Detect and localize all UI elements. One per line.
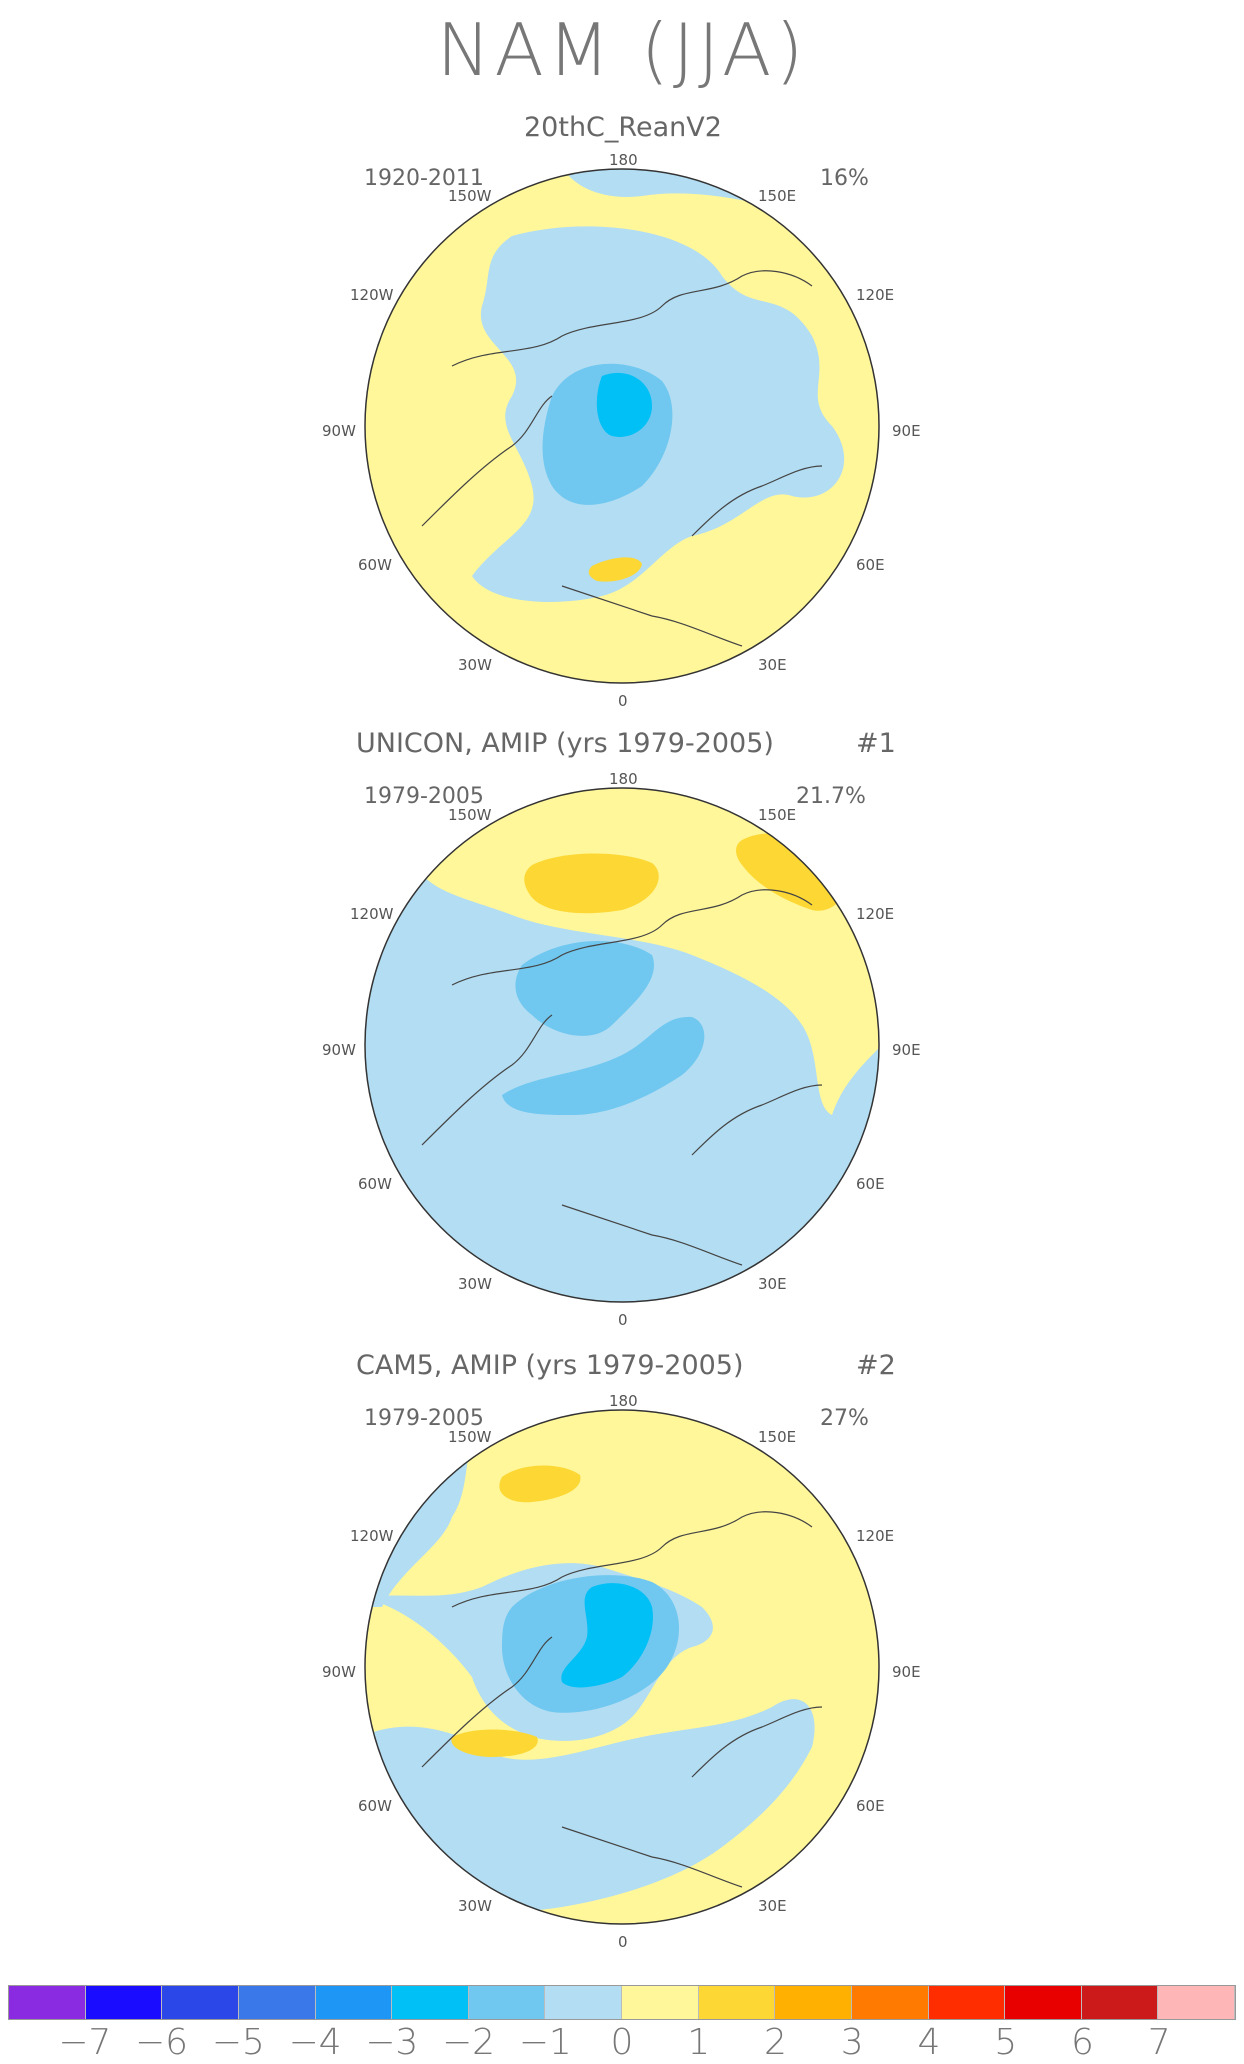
lon-label-30w: 30W [458, 656, 492, 674]
stronger-negative-region [515, 941, 654, 1036]
colorbar-swatch [851, 1986, 929, 2019]
colorbar-swatch [392, 1986, 469, 2019]
lon-label-150w: 150W [448, 806, 492, 824]
lon-label-90w: 90W [322, 1041, 356, 1059]
lon-label-0: 0 [618, 692, 628, 710]
colorbar-swatch [622, 1986, 699, 2019]
colorbar-tick-label: 1 [687, 2022, 711, 2063]
colorbar-tick-label: −2 [441, 2022, 496, 2063]
lon-label-60e: 60E [856, 556, 885, 574]
strong-positive-region [499, 1465, 581, 1503]
map-boundary [364, 1409, 880, 1925]
map-boundary [364, 168, 880, 684]
variance-label: 21.7% [796, 784, 866, 809]
colorbar-swatch [698, 1986, 776, 2019]
period-label: 1920-2011 [364, 166, 484, 191]
lon-label-180: 180 [609, 770, 638, 788]
colorbar-tick-label: −7 [58, 2022, 112, 2063]
lon-label-60w: 60W [358, 556, 392, 574]
lon-label-30w: 30W [458, 1275, 492, 1293]
colorbar-swatch [545, 1986, 622, 2019]
variance-label: 16% [820, 166, 869, 191]
colorbar-tick-label: 6 [1071, 2022, 1094, 2063]
colorbar-tick-label: 4 [917, 2022, 941, 2063]
lon-label-30e: 30E [758, 1275, 787, 1293]
colorbar-tick-label: 7 [1147, 2022, 1171, 2063]
lon-label-150e: 150E [758, 1428, 797, 1446]
panel-title: UNICON, AMIP (yrs 1979-2005) [356, 728, 774, 759]
colorbar [8, 1985, 1236, 2020]
coastlines [421, 1511, 823, 1888]
polar-map [364, 168, 880, 684]
stronger-negative-region [502, 1016, 705, 1115]
colorbar-swatch [468, 1986, 546, 2019]
lon-label-150e: 150E [758, 187, 797, 205]
strongest-negative-region [561, 1583, 653, 1688]
figure-title: NAM (JJA) [436, 8, 808, 92]
colorbar-tick-label: −5 [211, 2022, 265, 2063]
colorbar-swatch [1158, 1986, 1235, 2019]
lon-label-180: 180 [609, 1392, 638, 1410]
lon-label-30e: 30E [758, 656, 787, 674]
panel-number: #2 [856, 1350, 896, 1381]
colorbar-swatch [85, 1986, 163, 2019]
lon-label-150w: 150W [448, 1428, 492, 1446]
colorbar-swatch [9, 1986, 86, 2019]
colorbar-tick-label: 3 [840, 2022, 864, 2063]
coastlines [421, 889, 823, 1266]
lon-label-120w: 120W [350, 1527, 394, 1545]
panel-title: 20thC_ReanV2 [524, 112, 722, 143]
colorbar-tick-label: 5 [994, 2022, 1018, 2063]
lon-label-60w: 60W [358, 1175, 392, 1193]
lon-label-180: 180 [609, 151, 638, 169]
polar-map [364, 787, 880, 1303]
lon-label-120w: 120W [350, 905, 394, 923]
lon-label-90e: 90E [892, 1663, 921, 1681]
coastlines [421, 270, 823, 647]
colorbar-swatch [1081, 1986, 1159, 2019]
period-label: 1979-2005 [364, 1406, 484, 1431]
strong-positive-region [524, 853, 659, 914]
lon-label-90w: 90W [322, 422, 356, 440]
polar-map [364, 1409, 880, 1925]
lon-label-30e: 30E [758, 1897, 787, 1915]
lon-label-60e: 60E [856, 1797, 885, 1815]
lon-label-90e: 90E [892, 1041, 921, 1059]
lon-label-60e: 60E [856, 1175, 885, 1193]
positive-anomaly-region [588, 557, 642, 582]
lon-label-60w: 60W [358, 1797, 392, 1815]
colorbar-tick-label: −4 [288, 2022, 342, 2063]
lon-label-120e: 120E [856, 905, 895, 923]
colorbar-ticks: −7 −6 −5 −4 −3 −2 −1 0 1 2 3 4 5 6 7 [8, 2022, 1236, 2064]
period-label: 1979-2005 [364, 784, 484, 809]
colorbar-swatch [315, 1986, 393, 2019]
colorbar-tick-label: −6 [134, 2022, 189, 2063]
colorbar-tick-label: −3 [365, 2022, 419, 2063]
lon-label-150e: 150E [758, 806, 797, 824]
colorbar-tick-label: 0 [610, 2022, 634, 2063]
lon-label-0: 0 [618, 1311, 628, 1329]
lon-label-120e: 120E [856, 1527, 895, 1545]
colorbar-tick-label: −1 [518, 2022, 572, 2063]
lon-label-150w: 150W [448, 187, 492, 205]
map-boundary [364, 787, 880, 1303]
colorbar-swatch [1005, 1986, 1082, 2019]
lon-label-120w: 120W [350, 286, 394, 304]
colorbar-swatch [238, 1986, 316, 2019]
lon-label-90e: 90E [892, 422, 921, 440]
panel-number: #1 [856, 728, 896, 759]
panel-title: CAM5, AMIP (yrs 1979-2005) [356, 1350, 744, 1381]
lon-label-0: 0 [618, 1933, 628, 1951]
variance-label: 27% [820, 1406, 869, 1431]
colorbar-swatch [775, 1986, 852, 2019]
colorbar-swatch [162, 1986, 239, 2019]
lon-label-90w: 90W [322, 1663, 356, 1681]
colorbar-swatch [928, 1986, 1006, 2019]
strongest-negative-region [596, 372, 652, 437]
colorbar-tick-label: 2 [764, 2022, 787, 2063]
lon-label-30w: 30W [458, 1897, 492, 1915]
strong-positive-region [451, 1729, 538, 1757]
lon-label-120e: 120E [856, 286, 895, 304]
